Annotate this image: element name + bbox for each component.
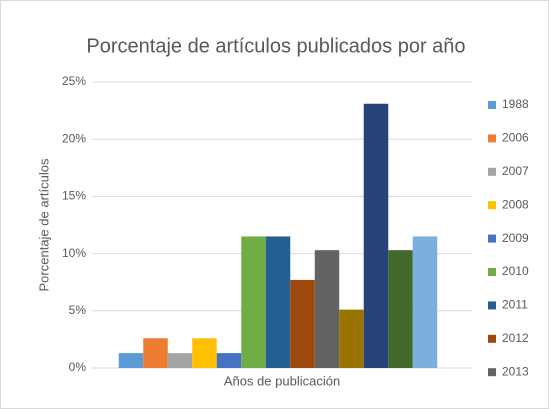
legend-swatch <box>488 301 496 310</box>
legend-swatch <box>488 368 496 377</box>
bar <box>388 250 413 368</box>
bar <box>118 353 144 368</box>
chart-title: Porcentaje de artículos publicados por a… <box>86 35 465 57</box>
legend-label: 2010 <box>502 264 529 278</box>
bar <box>192 338 217 368</box>
y-axis-label: Porcentaje de artículos <box>36 158 51 291</box>
legend-label: 2008 <box>502 197 529 211</box>
bar <box>241 236 266 368</box>
legend-label: 2013 <box>502 364 529 378</box>
bar <box>143 338 168 368</box>
legend-label: 2012 <box>502 331 529 345</box>
bar <box>339 309 364 368</box>
bar <box>167 353 193 368</box>
y-tick-label: 10% <box>62 246 86 260</box>
bar <box>412 236 438 368</box>
bar <box>363 103 389 369</box>
legend-swatch <box>488 234 496 243</box>
bar <box>265 236 291 368</box>
legend-swatch <box>488 201 496 210</box>
bar <box>290 279 315 368</box>
legend-swatch <box>488 334 496 343</box>
y-tick-label: 25% <box>62 74 86 88</box>
legend-label: 2007 <box>502 164 529 178</box>
legend-label: 2011 <box>502 298 528 312</box>
legend-label: 2006 <box>502 131 529 145</box>
legend-swatch <box>488 268 496 276</box>
bar <box>314 250 340 368</box>
legend-swatch <box>488 101 496 109</box>
y-tick-label: 0% <box>69 360 87 374</box>
y-tick-label: 5% <box>69 303 87 317</box>
x-axis-label: Años de publicación <box>224 373 340 388</box>
y-tick-label: 15% <box>62 189 86 203</box>
legend-label: 2009 <box>502 231 529 245</box>
legend-label: 1988 <box>502 97 529 111</box>
bar <box>216 353 242 368</box>
legend-swatch <box>488 167 496 176</box>
y-tick-label: 20% <box>62 131 86 145</box>
legend-swatch <box>488 134 496 143</box>
